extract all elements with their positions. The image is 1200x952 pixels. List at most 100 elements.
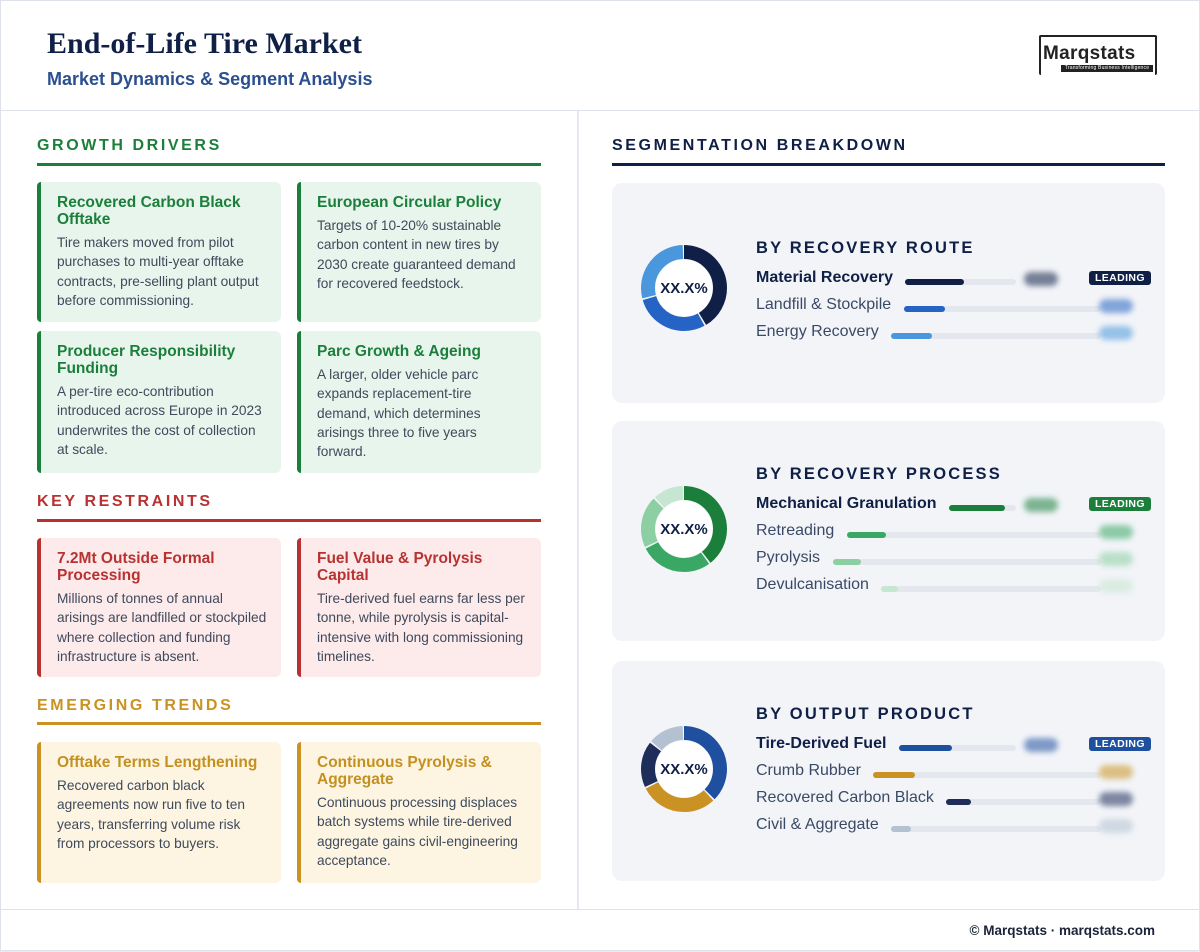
card-title: Continuous Pyrolysis & Aggregate	[317, 754, 492, 788]
donut-slice	[641, 726, 727, 812]
segment-label: Recovered Carbon Black	[756, 789, 934, 806]
marqstats-logo: Marqstats Transforming Business Intellig…	[1039, 35, 1157, 81]
driver-card: Recovered Carbon Black Offtake Tire make…	[37, 182, 281, 322]
emerging-trends-rule	[37, 722, 541, 725]
segment-row: Retreading	[756, 522, 1151, 544]
donut-slice	[641, 245, 727, 331]
segment-bar-fill	[946, 799, 971, 805]
segment-bar-track	[847, 532, 1101, 538]
segment-label: Devulcanisation	[756, 576, 869, 593]
segment-bar-fill	[905, 279, 964, 285]
segment-bar-track	[946, 799, 1101, 805]
segment-bar-fill	[847, 532, 886, 538]
segment-bar-track	[891, 333, 1101, 339]
segment-row: Recovered Carbon Black	[756, 789, 1151, 811]
card-title: European Circular Policy	[317, 194, 502, 211]
segment-bar-track	[833, 559, 1101, 565]
segment-value-redacted	[1099, 552, 1133, 566]
segment-label: Crumb Rubber	[756, 762, 861, 779]
segment-bar-track	[904, 306, 1101, 312]
segment-panel-output-product: XX.X% BY OUTPUT PRODUCT Tire-Derived Fue…	[612, 661, 1165, 881]
donut-slice	[641, 486, 727, 572]
segment-row: Tire-Derived Fuel LEADING	[756, 735, 1151, 757]
segment-label: Pyrolysis	[756, 549, 821, 566]
segment-value-redacted	[1099, 525, 1133, 539]
card-title: Parc Growth & Ageing	[317, 343, 481, 360]
leading-badge: LEADING	[1088, 271, 1151, 285]
page-title: End-of-Life Tire Market	[47, 27, 362, 60]
footer: © Marqstats · marqstats.com	[1, 909, 1200, 952]
logo-frame	[1039, 35, 1157, 75]
segment-label: Material Recovery	[756, 269, 893, 286]
segment-bar-fill	[891, 333, 932, 339]
recovery-route-donut	[641, 245, 727, 331]
segment-value-redacted	[1099, 792, 1133, 806]
segment-label: Civil & Aggregate	[756, 816, 879, 833]
panel-heading: BY OUTPUT PRODUCT	[756, 705, 975, 723]
segment-bar-fill	[833, 559, 861, 565]
segment-value-redacted	[1024, 272, 1058, 286]
segment-bar-fill	[899, 745, 952, 751]
panel-heading: BY RECOVERY PROCESS	[756, 465, 1002, 483]
footer-copyright: © Marqstats · marqstats.com	[969, 923, 1156, 938]
segment-row: Devulcanisation	[756, 576, 1151, 598]
segment-value-redacted	[1099, 819, 1133, 833]
segment-bar-track	[905, 279, 1016, 285]
segment-bar-fill	[873, 772, 915, 778]
segment-value-redacted	[1099, 326, 1133, 340]
restraint-card: Fuel Value & Pyrolysis Capital Tire-deri…	[297, 538, 541, 677]
growth-drivers-heading: GROWTH DRIVERS	[37, 137, 222, 154]
donut-slice	[641, 726, 727, 812]
driver-card: European Circular Policy Targets of 10-2…	[297, 182, 541, 322]
segmentation-heading: SEGMENTATION BREAKDOWN	[612, 137, 908, 154]
segment-bar-track	[873, 772, 1101, 778]
donut-center-label: XX.X%	[660, 280, 708, 297]
panel-heading: BY RECOVERY ROUTE	[756, 239, 975, 257]
segment-label: Tire-Derived Fuel	[756, 735, 887, 752]
logo-tagline: Transforming Business Intelligence	[1061, 65, 1153, 72]
donut-slice	[641, 726, 727, 812]
donut-center-label: XX.X%	[660, 521, 708, 538]
segment-label: Mechanical Granulation	[756, 495, 937, 512]
segment-bar-fill	[891, 826, 911, 832]
key-restraints-rule	[37, 519, 541, 522]
logo-wordmark: Marqstats	[1043, 43, 1136, 64]
segment-value-redacted	[1099, 765, 1133, 779]
segment-bar-track	[899, 745, 1016, 751]
card-title: Offtake Terms Lengthening	[57, 754, 258, 771]
card-title: 7.2Mt Outside Formal Processing	[57, 550, 215, 584]
card-body: A per-tire eco-contribution introduced a…	[57, 384, 262, 457]
donut-hole	[655, 500, 713, 558]
driver-card: Parc Growth & Ageing A larger, older veh…	[297, 331, 541, 473]
segmentation-rule	[612, 163, 1165, 166]
donut-slice	[641, 245, 727, 331]
segment-row: Civil & Aggregate	[756, 816, 1151, 838]
segment-value-redacted	[1024, 498, 1058, 512]
segment-bar-track	[949, 505, 1016, 511]
segment-bar-track	[891, 826, 1101, 832]
donut-center-label: XX.X%	[660, 761, 708, 778]
driver-card: Producer Responsibility Funding A per-ti…	[37, 331, 281, 473]
card-body: Tire-derived fuel earns far less per ton…	[317, 591, 525, 664]
donut-slice	[641, 486, 727, 572]
segment-row: Mechanical Granulation LEADING	[756, 495, 1151, 517]
card-body: Millions of tonnes of annual arisings ar…	[57, 591, 267, 664]
header: End-of-Life Tire Market Market Dynamics …	[1, 1, 1200, 111]
column-divider	[577, 111, 579, 909]
segment-panel-recovery-process: XX.X% BY RECOVERY PROCESS Mechanical Gra…	[612, 421, 1165, 641]
segment-row: Crumb Rubber	[756, 762, 1151, 784]
segment-bar-fill	[881, 586, 898, 592]
segment-bar-fill	[949, 505, 1005, 511]
segment-row: Material Recovery LEADING	[756, 269, 1151, 291]
segment-panel-recovery-route: XX.X% BY RECOVERY ROUTE Material Recover…	[612, 183, 1165, 403]
key-restraints-heading: KEY RESTRAINTS	[37, 493, 213, 510]
growth-drivers-rule	[37, 163, 541, 166]
leading-badge: LEADING	[1088, 737, 1151, 751]
card-body: Targets of 10-20% sustainable carbon con…	[317, 218, 516, 291]
card-body: A larger, older vehicle parc expands rep…	[317, 367, 481, 460]
donut-slice	[641, 486, 727, 572]
emerging-trends-heading: EMERGING TRENDS	[37, 697, 234, 714]
trend-card: Offtake Terms Lengthening Recovered carb…	[37, 742, 281, 883]
card-body: Recovered carbon black agreements now ru…	[57, 778, 245, 851]
